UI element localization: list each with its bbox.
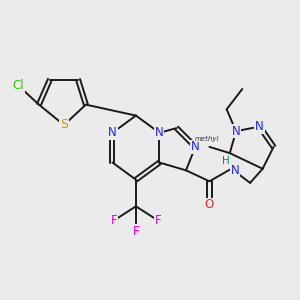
Text: N: N	[155, 126, 164, 139]
Text: N: N	[231, 164, 239, 177]
Text: Cl: Cl	[13, 80, 24, 92]
Text: F: F	[133, 225, 139, 238]
Text: F: F	[154, 214, 161, 227]
Text: N: N	[255, 120, 264, 133]
Text: methyl: methyl	[195, 136, 219, 142]
Text: N: N	[108, 126, 117, 139]
Text: N: N	[191, 140, 200, 153]
Text: N: N	[232, 125, 240, 138]
Text: H: H	[222, 156, 230, 166]
Text: S: S	[60, 118, 68, 131]
Text: O: O	[205, 198, 214, 211]
Text: F: F	[111, 214, 117, 227]
